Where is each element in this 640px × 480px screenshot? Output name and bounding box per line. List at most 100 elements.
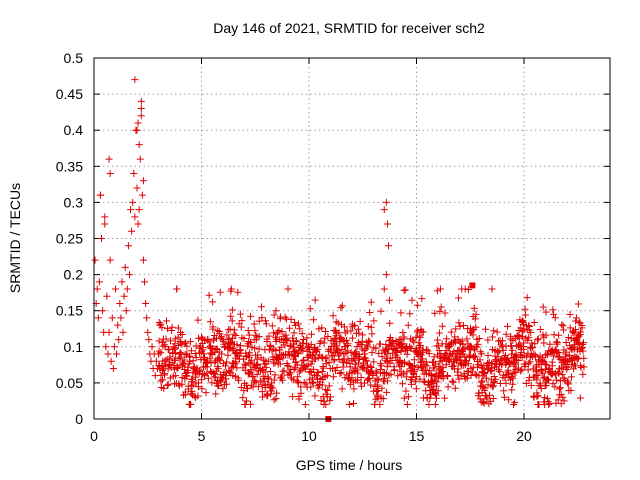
data-point	[106, 170, 114, 178]
data-point	[470, 304, 478, 312]
data-point	[572, 326, 580, 334]
data-point	[518, 317, 526, 325]
data-point	[218, 350, 226, 358]
data-point	[559, 393, 567, 401]
data-point	[365, 374, 373, 382]
data-point	[414, 363, 422, 371]
data-point	[194, 392, 202, 400]
data-point	[411, 377, 419, 385]
data-point	[141, 278, 149, 286]
data-point	[386, 319, 394, 327]
data-point	[236, 310, 244, 318]
data-point	[212, 390, 220, 398]
data-point	[350, 322, 358, 330]
data-point	[380, 206, 388, 214]
data-point	[524, 336, 532, 344]
data-point	[496, 368, 504, 376]
data-point	[416, 341, 424, 349]
data-point	[292, 337, 300, 345]
data-point	[227, 339, 235, 347]
data-point	[299, 347, 307, 355]
data-point	[194, 316, 202, 324]
data-point	[171, 356, 179, 364]
data-point	[546, 400, 554, 408]
data-point	[101, 220, 109, 228]
data-point	[327, 393, 335, 401]
data-point	[227, 285, 235, 293]
x-tick-label: 10	[301, 428, 317, 444]
data-point	[117, 314, 125, 322]
data-point	[295, 368, 303, 376]
data-point	[294, 379, 302, 387]
data-point	[482, 325, 490, 333]
data-point	[278, 327, 286, 335]
data-point	[264, 357, 272, 365]
data-point	[180, 356, 188, 364]
data-point	[538, 354, 546, 362]
data-point	[122, 307, 130, 315]
data-point	[475, 389, 483, 397]
data-point	[476, 356, 484, 364]
data-point	[431, 309, 439, 317]
data-point	[484, 336, 492, 344]
data-point	[269, 384, 277, 392]
data-point	[454, 365, 462, 373]
data-point	[215, 355, 223, 363]
data-point	[576, 330, 584, 338]
data-point	[216, 288, 224, 296]
data-point	[309, 365, 317, 373]
data-point	[186, 358, 194, 366]
data-point	[403, 350, 411, 358]
data-point	[481, 384, 489, 392]
data-point	[137, 105, 145, 113]
data-point	[580, 354, 588, 362]
data-point	[401, 358, 409, 366]
data-point	[338, 385, 346, 393]
data-point	[252, 331, 260, 339]
data-point	[540, 339, 548, 347]
data-point	[270, 396, 278, 404]
data-point	[456, 322, 464, 330]
data-point	[357, 373, 365, 381]
data-point	[223, 358, 231, 366]
data-point	[564, 380, 572, 388]
data-point	[237, 342, 245, 350]
data-point	[579, 347, 587, 355]
data-point	[348, 334, 356, 342]
data-point	[438, 368, 446, 376]
data-point	[286, 370, 294, 378]
data-point	[291, 321, 299, 329]
data-point	[338, 302, 346, 310]
data-point	[137, 112, 145, 120]
data-point	[525, 322, 533, 330]
data-point	[234, 288, 242, 296]
data-point	[314, 369, 322, 377]
data-point	[267, 390, 275, 398]
x-tick-label: 20	[516, 428, 532, 444]
data-point	[574, 334, 582, 342]
data-point	[295, 395, 303, 403]
data-point	[224, 326, 232, 334]
data-point	[425, 350, 433, 358]
data-point	[277, 343, 285, 351]
data-point	[396, 367, 404, 375]
data-point	[161, 343, 169, 351]
data-point	[425, 401, 433, 409]
data-point	[377, 362, 385, 370]
data-point	[326, 397, 334, 405]
data-point	[191, 350, 199, 358]
data-point	[507, 332, 515, 340]
data-point	[364, 323, 372, 331]
data-point	[468, 326, 476, 334]
data-point	[452, 325, 460, 333]
data-point	[313, 372, 321, 380]
data-point	[317, 397, 325, 405]
data-point	[382, 271, 390, 279]
data-point	[329, 312, 337, 320]
data-point	[309, 378, 317, 386]
data-point	[521, 360, 529, 368]
data-point	[365, 337, 373, 345]
data-point	[405, 359, 413, 367]
data-point	[463, 335, 471, 343]
data-point	[434, 342, 442, 350]
